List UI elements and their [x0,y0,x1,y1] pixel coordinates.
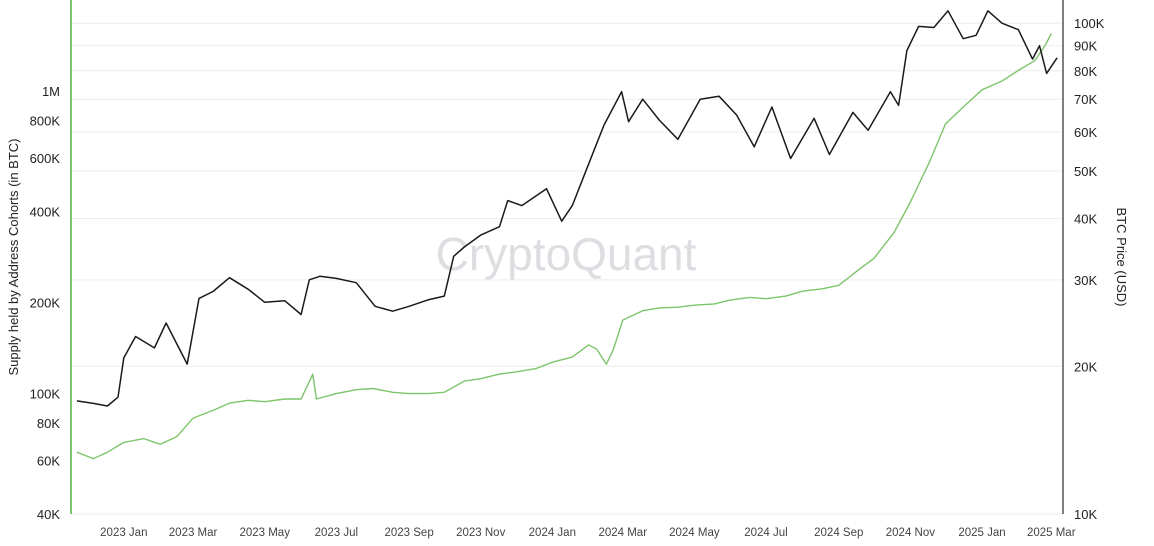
right-tick-label: 10K [1074,507,1097,522]
x-axis-ticks: 2023 Jan 2023 Mar 2023 May 2023 Jul 2023 Sep… [100,527,1076,539]
x-tick-label: 2024 Jul [744,527,787,539]
btc-price-series-line [76,10,1058,407]
x-tick-label: 2023 Mar [169,527,218,539]
x-tick-label: 2024 Nov [886,527,935,539]
right-tick-label: 70K [1074,92,1097,107]
left-tick-label: 200K [30,296,61,311]
left-axis-title: Supply held by Address Cohorts (in BTC) [6,139,21,376]
left-tick-label: 80K [37,416,60,431]
x-tick-label: 2025 Mar [1027,527,1076,539]
right-axis-ticks: 10K 20K 30K 40K 50K 60K 70K 80K 90K 100K [1074,16,1105,522]
left-tick-label: 100K [30,387,61,402]
x-tick-label: 2024 Jan [529,527,576,539]
left-tick-label: 60K [37,454,60,469]
right-tick-label: 90K [1074,39,1097,54]
right-tick-label: 20K [1074,359,1097,374]
right-tick-label: 80K [1074,64,1097,79]
x-tick-label: 2024 Sep [814,527,863,539]
right-axis-title: BTC Price (USD) [1114,208,1129,307]
left-axis-ticks: 40K 60K 80K 100K 200K 400K 600K 800K 1M [30,84,61,522]
right-tick-label: 60K [1074,125,1097,140]
left-tick-label: 40K [37,507,60,522]
series-layer [76,10,1058,460]
x-tick-label: 2024 Mar [598,527,647,539]
x-tick-label: 2023 Sep [384,527,433,539]
watermark: CryptoQuant [436,228,697,280]
x-tick-label: 2024 May [669,527,720,539]
left-tick-label: 1M [42,84,60,99]
x-tick-label: 2025 Jan [958,527,1005,539]
x-tick-label: 2023 Jan [100,527,147,539]
left-tick-label: 600K [30,151,61,166]
x-tick-label: 2023 May [239,527,290,539]
right-tick-label: 40K [1074,212,1097,227]
x-tick-label: 2023 Jul [315,527,358,539]
right-tick-label: 50K [1074,164,1097,179]
supply-series-line [76,33,1052,460]
right-tick-label: 100K [1074,16,1105,31]
left-tick-label: 400K [30,204,61,219]
left-tick-label: 800K [30,113,61,128]
grid [71,22,1063,515]
x-tick-label: 2023 Nov [456,527,505,539]
right-tick-label: 30K [1074,273,1097,288]
